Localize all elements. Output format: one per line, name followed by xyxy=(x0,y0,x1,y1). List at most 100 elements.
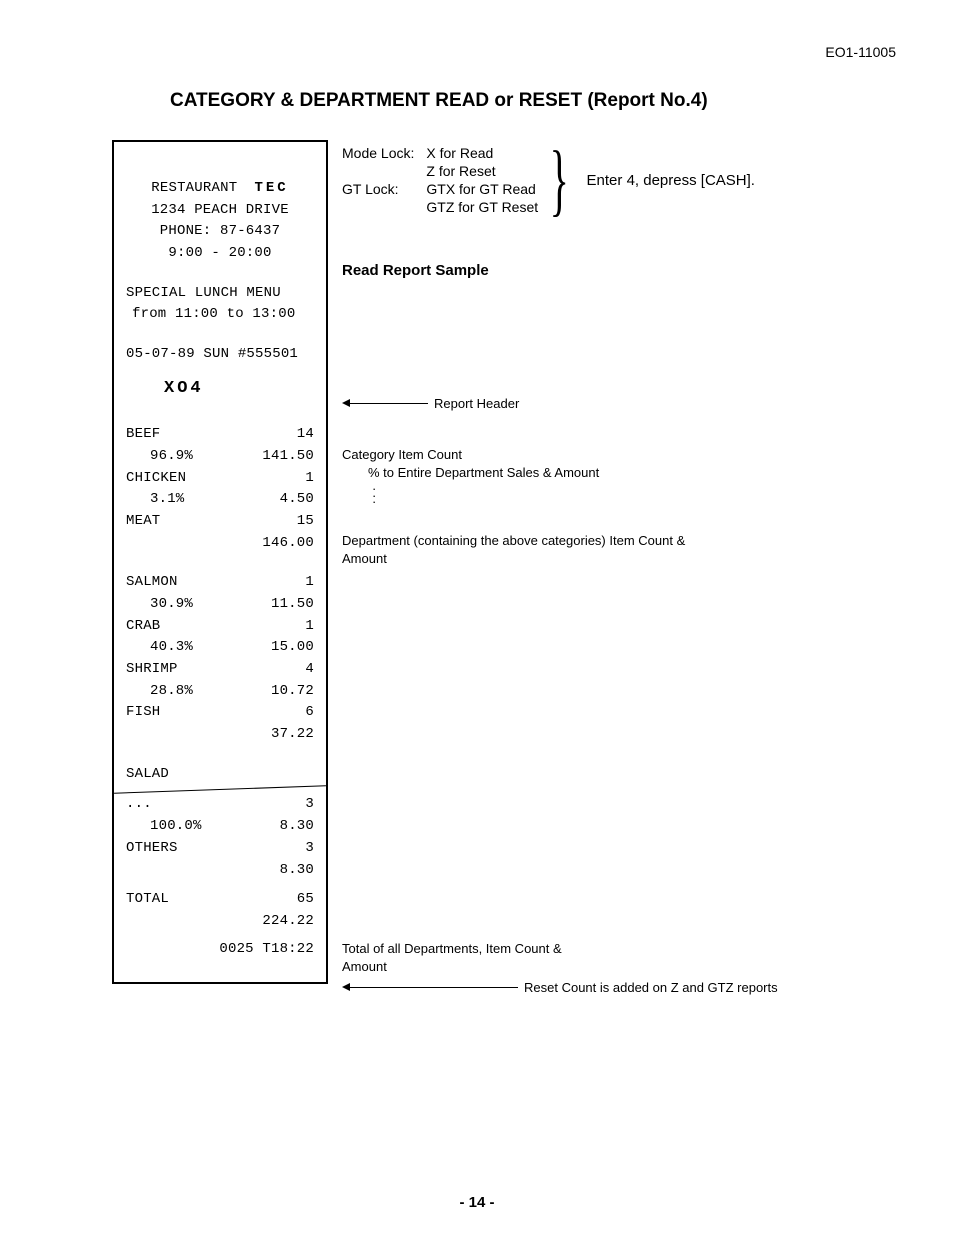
receipt-row-value: 15.00 xyxy=(254,637,314,659)
receipt-row-value: 14 xyxy=(254,424,314,446)
lock-label: Mode Lock: xyxy=(342,145,414,161)
arrow-line xyxy=(348,403,428,404)
receipt-row-value: 11.50 xyxy=(254,594,314,616)
receipt-lunch-2: from 11:00 to 13:00 xyxy=(126,304,314,326)
receipt-row-label: CHICKEN xyxy=(126,468,254,490)
receipt-row-value: 1 xyxy=(254,616,314,638)
page: EO1-11005 CATEGORY & DEPARTMENT READ or … xyxy=(0,0,954,1239)
annotation-reset-line: Reset Count is added on Z and GTZ report… xyxy=(524,979,778,997)
receipt-row-value: 6 xyxy=(254,702,314,724)
lock-instruction-block: Mode Lock: X for Read Z for Reset GT Lock: G… xyxy=(342,140,904,220)
receipt-row: ...3 xyxy=(126,794,314,816)
receipt-address: 1234 PEACH DRIVE xyxy=(126,200,314,222)
total-count: 65 xyxy=(254,889,314,911)
receipt-row: 8.30 xyxy=(126,860,314,882)
brace-icon: } xyxy=(550,140,569,220)
annotation-dept-line: Department (containing the above categor… xyxy=(342,532,722,567)
receipt-row-label: 28.8% xyxy=(126,681,254,703)
receipt-row-label xyxy=(126,724,254,746)
sample-heading: Read Report Sample xyxy=(342,262,904,279)
receipt-body: BEEF1496.9%141.50CHICKEN13.1%4.50MEAT151… xyxy=(126,424,314,881)
total-row: TOTAL 65 xyxy=(126,889,314,911)
content-columns: RESTAURANT TEC 1234 PEACH DRIVE PHONE: 8… xyxy=(112,140,904,984)
receipt-row: CHICKEN1 xyxy=(126,468,314,490)
receipt-row: 96.9%141.50 xyxy=(126,446,314,468)
lock-label xyxy=(342,199,414,215)
receipt-row-label: OTHERS xyxy=(126,838,254,860)
receipt-row-value: 141.50 xyxy=(254,446,314,468)
receipt-row-label: CRAB xyxy=(126,616,254,638)
receipt-row-value: 146.00 xyxy=(254,533,314,555)
receipt-row-value: 15 xyxy=(254,511,314,533)
receipt-row-value: 3 xyxy=(254,794,314,816)
total-row-amount: 224.22 xyxy=(126,911,314,933)
receipt-row-value: 37.22 xyxy=(254,724,314,746)
total-amount: 224.22 xyxy=(254,911,314,933)
receipt-row-label: 100.0% xyxy=(126,816,254,838)
receipt-footer: 0025 T18:22 xyxy=(126,939,314,961)
receipt-row-label: MEAT xyxy=(126,511,254,533)
receipt-name-prefix: RESTAURANT xyxy=(151,180,237,196)
lock-label xyxy=(342,163,414,179)
page-number: - 14 - xyxy=(0,1194,954,1211)
receipt-row: SALMON1 xyxy=(126,572,314,594)
receipt-row-value: 8.30 xyxy=(254,860,314,882)
receipt-row-label: 40.3% xyxy=(126,637,254,659)
lock-value: Z for Reset xyxy=(426,163,538,179)
receipt-lunch-1: SPECIAL LUNCH MENU xyxy=(126,283,314,305)
receipt-hours: 9:00 - 20:00 xyxy=(126,243,314,265)
receipt-tear xyxy=(114,786,326,794)
key-instruction: Enter 4, depress [CASH]. xyxy=(587,172,755,189)
receipt-row-value: 1 xyxy=(254,572,314,594)
receipt-row: FISH6 xyxy=(126,702,314,724)
receipt-row: SALAD xyxy=(126,764,314,786)
receipt-row-value: 4 xyxy=(254,659,314,681)
receipt-row-value: 10.72 xyxy=(254,681,314,703)
receipt-row-label: SHRIMP xyxy=(126,659,254,681)
receipt-row-value xyxy=(254,764,314,786)
receipt-phone: PHONE: 87-6437 xyxy=(126,221,314,243)
annotation-report-header: Report Header xyxy=(434,395,519,413)
receipt-row: CRAB1 xyxy=(126,616,314,638)
receipt-row-value: 8.30 xyxy=(254,816,314,838)
receipt-row: MEAT15 xyxy=(126,511,314,533)
document-id: EO1-11005 xyxy=(825,44,896,60)
receipt-row: SHRIMP4 xyxy=(126,659,314,681)
receipt-row-value: 3 xyxy=(254,838,314,860)
page-title: CATEGORY & DEPARTMENT READ or RESET (Rep… xyxy=(170,90,904,112)
receipt-row-label: 3.1% xyxy=(126,489,254,511)
arrow-line xyxy=(348,987,518,988)
receipt-row: 146.00 xyxy=(126,533,314,555)
receipt-row-label: 30.9% xyxy=(126,594,254,616)
receipt-row-label xyxy=(126,860,254,882)
lock-table: Mode Lock: X for Read Z for Reset GT Lock: G… xyxy=(342,145,538,215)
receipt-row-label xyxy=(126,533,254,555)
lock-value: GTX for GT Read xyxy=(426,181,538,197)
annotation-total-line: Total of all Departments, Item Count & A… xyxy=(342,940,602,975)
lock-label: GT Lock: xyxy=(342,181,414,197)
receipt-name-brand: TEC xyxy=(255,180,289,196)
annotation-pct-line: % to Entire Department Sales & Amount xyxy=(368,464,599,482)
receipt-row-label: FISH xyxy=(126,702,254,724)
receipt-row-label: BEEF xyxy=(126,424,254,446)
receipt-row-label: SALMON xyxy=(126,572,254,594)
receipt-stamp: 05-07-89 SUN #555501 xyxy=(126,344,314,366)
receipt-row: OTHERS3 xyxy=(126,838,314,860)
annotation-column: Mode Lock: X for Read Z for Reset GT Lock: G… xyxy=(342,140,904,279)
lock-value: X for Read xyxy=(426,145,538,161)
receipt-row: 30.9%11.50 xyxy=(126,594,314,616)
lock-value: GTZ for GT Reset xyxy=(426,199,538,215)
receipt-row: 37.22 xyxy=(126,724,314,746)
receipt-row-value: 4.50 xyxy=(254,489,314,511)
receipt-name: RESTAURANT TEC xyxy=(126,178,314,200)
total-label: TOTAL xyxy=(126,889,254,911)
receipt-row: 28.8%10.72 xyxy=(126,681,314,703)
receipt-row: 3.1%4.50 xyxy=(126,489,314,511)
annotation-cat-item-count: Category Item Count xyxy=(342,446,462,464)
receipt-row-value: 1 xyxy=(254,468,314,490)
report-code: XO4 xyxy=(164,376,314,402)
dots-icon: ··· xyxy=(372,486,376,506)
receipt-row-label: 96.9% xyxy=(126,446,254,468)
receipt-row-label: ... xyxy=(126,794,254,816)
receipt-row: BEEF14 xyxy=(126,424,314,446)
